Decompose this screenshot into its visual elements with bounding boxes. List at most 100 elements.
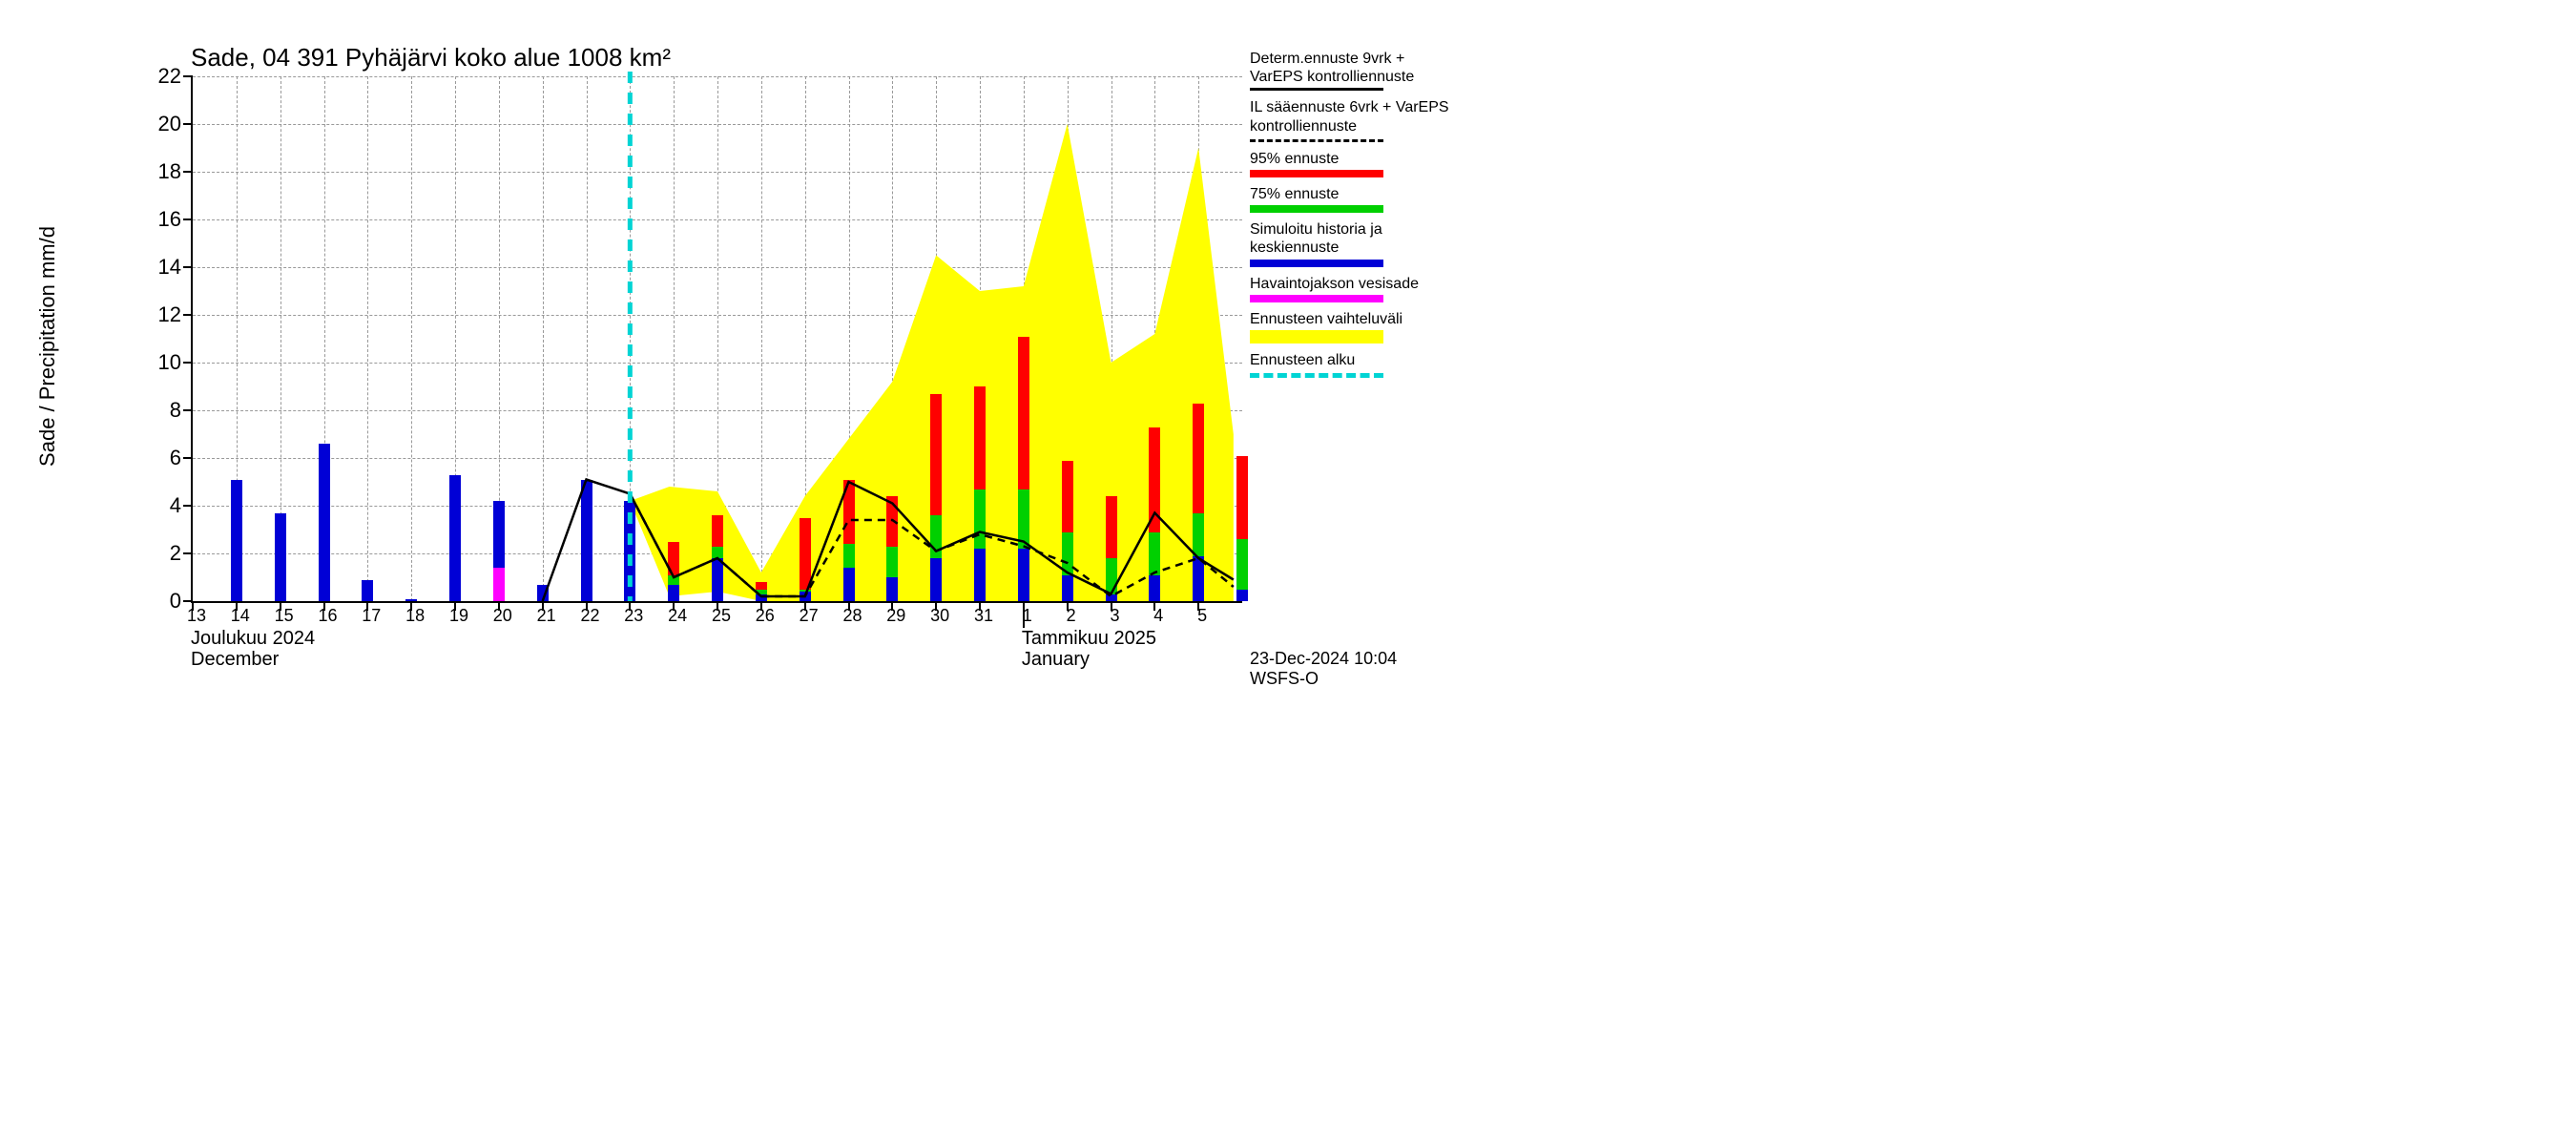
forecast-mean-bar	[1193, 556, 1204, 602]
plot-area	[191, 76, 1242, 603]
precipitation-chart: Sade, 04 391 Pyhäjärvi koko alue 1008 km…	[19, 19, 1450, 668]
y-axis-label: Sade / Precipitation mm/d	[35, 226, 60, 467]
y-tick-label: 12	[134, 302, 181, 327]
x-tick-label: 23	[624, 606, 643, 626]
forecast-75-bar	[1236, 539, 1248, 590]
x-tick-label: 17	[362, 606, 381, 626]
forecast-mean-bar	[668, 585, 679, 602]
x-tick-label: 28	[842, 606, 862, 626]
x-tick-label: 20	[493, 606, 512, 626]
forecast-mean-bar	[1062, 575, 1073, 602]
month-label: Joulukuu 2024	[191, 628, 315, 650]
forecast-mean-bar	[974, 549, 986, 601]
month-label: Tammikuu 2025	[1022, 628, 1156, 650]
chart-title: Sade, 04 391 Pyhäjärvi koko alue 1008 km…	[191, 43, 671, 73]
forecast-95-bar	[668, 542, 679, 575]
forecast-mean-bar	[930, 558, 942, 601]
forecast-95-bar	[1149, 427, 1160, 532]
forecast-95-bar	[1106, 496, 1117, 558]
forecast-mean-bar	[843, 568, 855, 601]
rain-obs-bar	[493, 568, 505, 601]
x-tick-label: 22	[580, 606, 599, 626]
legend-item: 95% ennuste	[1250, 150, 1460, 177]
y-tick-label: 20	[134, 112, 181, 136]
legend-item: IL sääennuste 6vrk + VarEPS kontrollienn…	[1250, 98, 1460, 141]
month-label: December	[191, 649, 279, 671]
x-tick-label: 4	[1153, 606, 1163, 626]
y-tick-label: 0	[134, 589, 181, 614]
history-bar	[449, 475, 461, 602]
x-tick-label: 5	[1197, 606, 1207, 626]
x-tick-label: 18	[405, 606, 425, 626]
legend-item: 75% ennuste	[1250, 185, 1460, 213]
x-tick-label: 3	[1110, 606, 1119, 626]
forecast-95-bar	[886, 496, 898, 547]
month-label: January	[1022, 649, 1090, 671]
x-tick-label: 24	[668, 606, 687, 626]
legend-label: Simuloitu historia ja keskiennuste	[1250, 220, 1460, 257]
forecast-75-bar	[930, 515, 942, 558]
legend-swatch	[1250, 373, 1383, 378]
forecast-95-bar	[1018, 337, 1029, 489]
legend-swatch	[1250, 139, 1383, 142]
history-bar	[231, 480, 242, 602]
forecast-75-bar	[974, 489, 986, 550]
x-tick-label: 30	[930, 606, 949, 626]
legend-swatch	[1250, 330, 1383, 344]
x-tick-label: 1	[1023, 606, 1032, 626]
forecast-75-bar	[712, 547, 723, 559]
forecast-75-bar	[843, 544, 855, 568]
legend-item: Determ.ennuste 9vrk + VarEPS kontrollien…	[1250, 50, 1460, 91]
x-tick-label: 13	[187, 606, 206, 626]
forecast-75-bar	[1149, 532, 1160, 575]
forecast-mean-bar	[1106, 594, 1117, 602]
forecast-95-bar	[756, 582, 767, 590]
forecast-mean-bar	[712, 558, 723, 601]
y-tick-label: 2	[134, 541, 181, 566]
forecast-mean-bar	[1236, 590, 1248, 602]
legend-swatch	[1250, 88, 1383, 91]
x-tick-label: 21	[537, 606, 556, 626]
x-tick-label: 14	[231, 606, 250, 626]
forecast-mean-bar	[886, 577, 898, 601]
y-tick-label: 6	[134, 446, 181, 470]
legend-label: Ennusteen vaihteluväli	[1250, 310, 1460, 328]
chart-footer: 23-Dec-2024 10:04 WSFS-O	[1250, 649, 1450, 689]
legend-item: Simuloitu historia ja keskiennuste	[1250, 220, 1460, 266]
legend-label: Havaintojakson vesisade	[1250, 275, 1460, 293]
forecast-mean-bar	[800, 592, 811, 601]
forecast-75-bar	[668, 575, 679, 585]
forecast-75-bar	[1062, 532, 1073, 575]
forecast-95-bar	[1236, 456, 1248, 540]
legend-item: Ennusteen alku	[1250, 351, 1460, 378]
legend-item: Ennusteen vaihteluväli	[1250, 310, 1460, 344]
x-tick-label: 15	[275, 606, 294, 626]
forecast-75-bar	[1193, 513, 1204, 556]
legend-label: 95% ennuste	[1250, 150, 1460, 168]
forecast-75-bar	[1106, 558, 1117, 594]
y-tick-label: 22	[134, 64, 181, 89]
history-bar	[405, 599, 417, 602]
x-tick-label: 26	[756, 606, 775, 626]
y-tick-label: 10	[134, 350, 181, 375]
forecast-75-bar	[886, 547, 898, 578]
history-bar	[275, 513, 286, 602]
y-tick-label: 16	[134, 207, 181, 232]
x-tick-label: 19	[449, 606, 468, 626]
y-tick-label: 18	[134, 159, 181, 184]
legend-label: IL sääennuste 6vrk + VarEPS kontrollienn…	[1250, 98, 1460, 135]
history-bar	[581, 480, 592, 602]
history-bar	[319, 444, 330, 601]
y-tick-label: 14	[134, 255, 181, 280]
forecast-mean-bar	[1018, 549, 1029, 601]
forecast-mean-bar	[756, 594, 767, 602]
x-tick-label: 16	[318, 606, 337, 626]
forecast-95-bar	[800, 518, 811, 590]
legend-swatch	[1250, 295, 1383, 302]
x-tick-label: 27	[800, 606, 819, 626]
x-tick-label: 2	[1067, 606, 1076, 626]
legend-swatch	[1250, 260, 1383, 267]
history-bar	[537, 585, 549, 602]
forecast-75-bar	[1018, 489, 1029, 550]
x-tick-label: 29	[886, 606, 905, 626]
